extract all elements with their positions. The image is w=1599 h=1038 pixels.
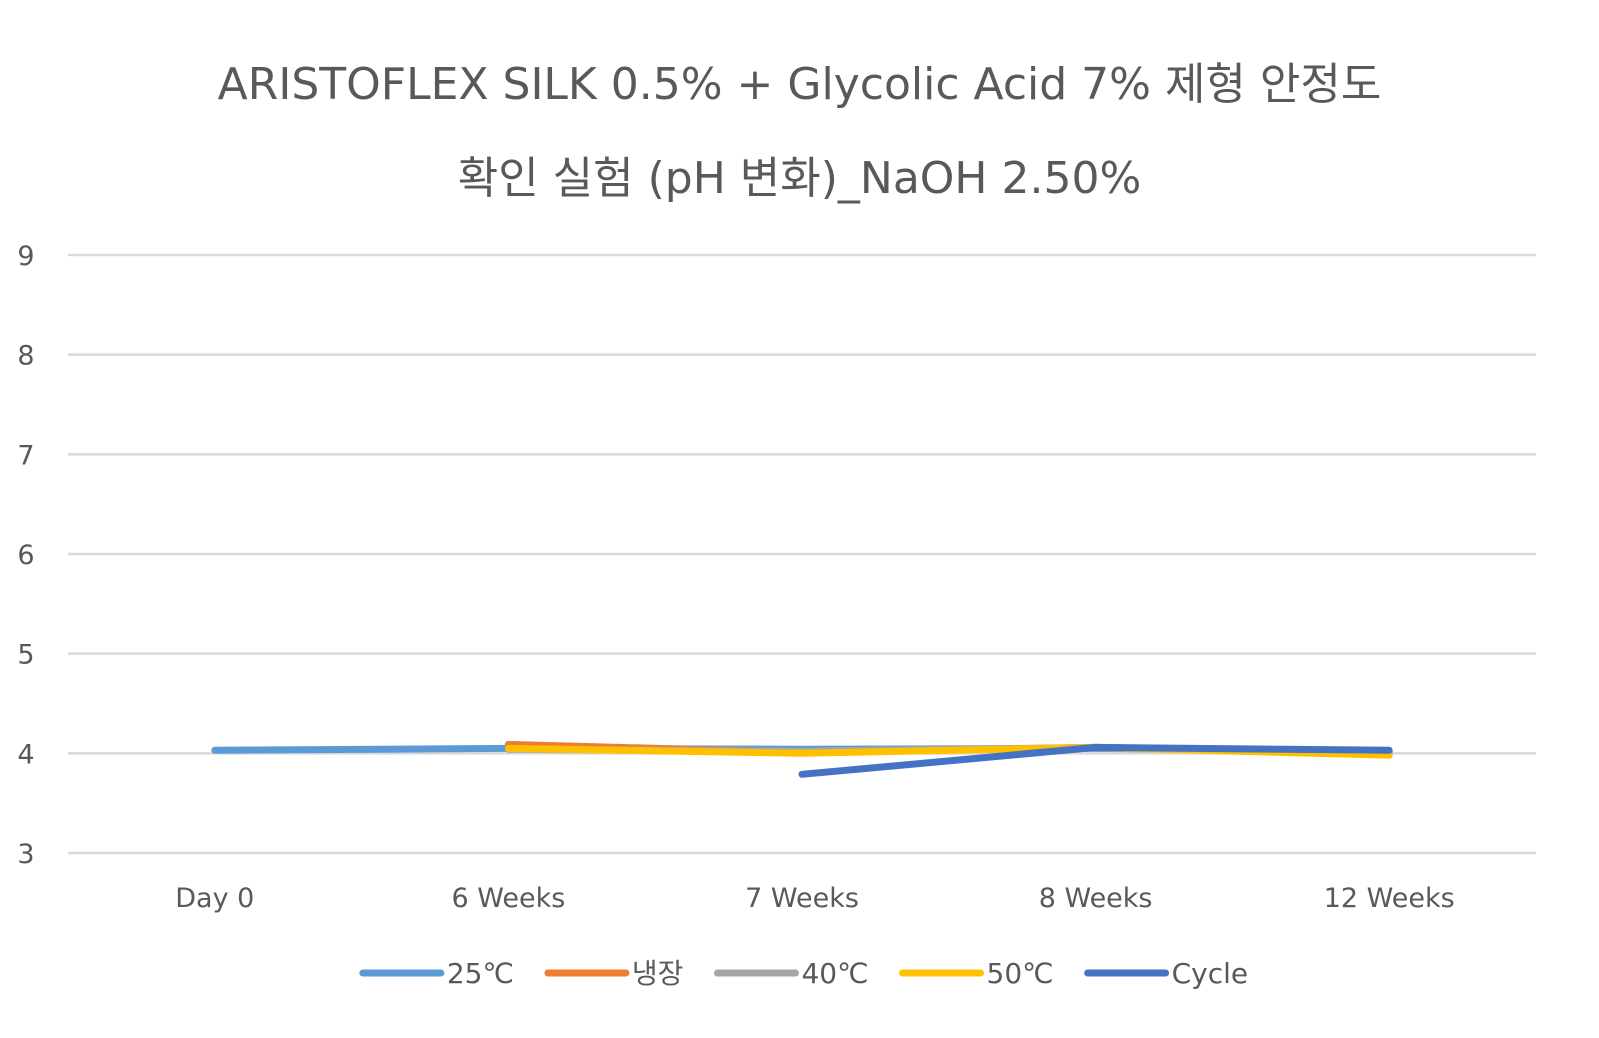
x-tick-label: 7 Weeks bbox=[745, 883, 859, 914]
legend-label: 40℃ bbox=[801, 957, 868, 990]
y-tick-label: 8 bbox=[17, 341, 34, 372]
legend-label: 50℃ bbox=[987, 957, 1054, 990]
legend-label: Cycle bbox=[1172, 957, 1249, 990]
x-axis-tick-labels: Day 0 6 Weeks 7 Weeks 8 Weeks 12 Weeks bbox=[175, 883, 1454, 914]
chart-title-line-2: 확인 실험 (pH 변화)_NaOH 2.50% bbox=[457, 153, 1142, 204]
x-tick-label: Day 0 bbox=[175, 883, 254, 914]
legend-label: 냉장 bbox=[632, 957, 684, 990]
y-tick-label: 3 bbox=[17, 839, 34, 870]
legend-item-3: 50℃ bbox=[899, 957, 1054, 990]
legend-item-2: 40℃ bbox=[713, 957, 869, 990]
series-lines bbox=[211, 740, 1393, 778]
y-tick-label: 6 bbox=[17, 540, 34, 571]
chart-title-line-1: ARISTOFLEX SILK 0.5% + Glycolic Acid 7% … bbox=[217, 59, 1382, 110]
y-tick-label: 5 bbox=[17, 640, 34, 671]
legend-label: 25℃ bbox=[447, 957, 514, 990]
legend: 25℃ 냉장 40℃ 50℃ Cycle bbox=[359, 957, 1249, 990]
y-tick-label: 4 bbox=[17, 739, 34, 770]
series-line-4 bbox=[798, 743, 1393, 778]
x-tick-label: 12 Weeks bbox=[1324, 883, 1455, 914]
x-tick-label: 8 Weeks bbox=[1039, 883, 1153, 914]
x-tick-label: 6 Weeks bbox=[451, 883, 565, 914]
y-tick-label: 7 bbox=[17, 440, 34, 471]
chart-title: ARISTOFLEX SILK 0.5% + Glycolic Acid 7% … bbox=[0, 38, 1599, 226]
y-tick-label: 9 bbox=[17, 241, 34, 272]
legend-item-4: Cycle bbox=[1084, 957, 1249, 990]
legend-item-1: 냉장 bbox=[544, 957, 684, 990]
gridlines bbox=[68, 253, 1536, 855]
legend-item-0: 25℃ bbox=[359, 957, 514, 990]
y-axis-tick-labels: 9 8 7 6 5 4 3 bbox=[17, 241, 34, 870]
